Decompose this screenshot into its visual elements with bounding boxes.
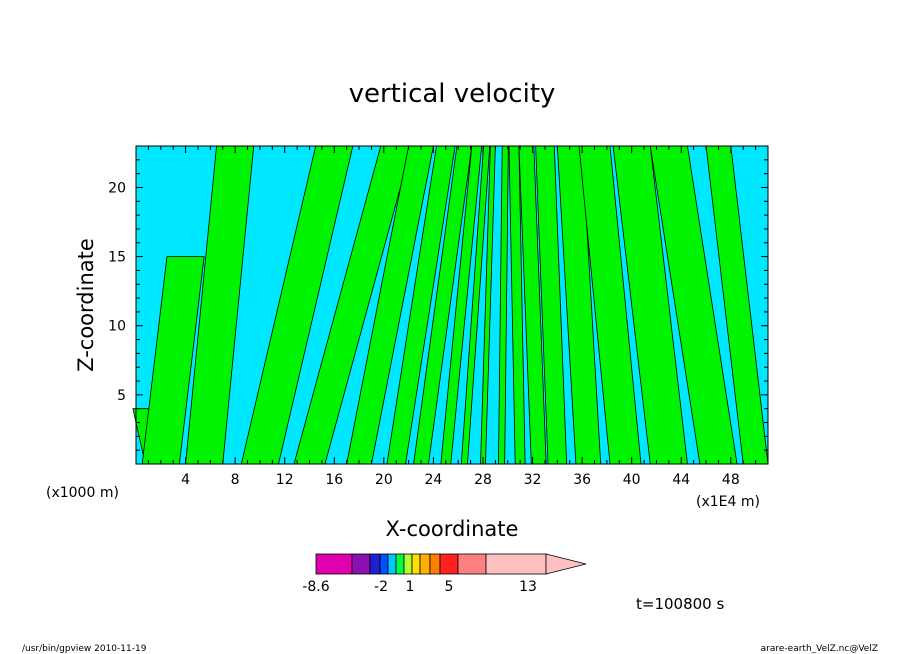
colorbar-segment [439, 553, 459, 575]
x-tick-label: 44 [672, 472, 690, 488]
colorbar-labels: -8.6 -2 1 5 13 [302, 579, 537, 595]
colorbar-extend-arrow [545, 553, 587, 575]
x-tick-label: 40 [623, 472, 641, 488]
colorbar-segment [379, 553, 389, 575]
colorbar-tick-label: -2 [374, 579, 388, 595]
colorbar-tick-label: 5 [445, 579, 454, 595]
x-tick-label: 8 [231, 472, 240, 488]
x-unit-left: (x1000 m) [46, 485, 119, 501]
colorbar-segment [457, 553, 487, 575]
colorbar-segment [485, 553, 547, 575]
colorbar-tick-label: 13 [519, 579, 537, 595]
colorbar-segment [369, 553, 381, 575]
y-tick-label: 20 [108, 180, 126, 196]
y-tick-label: 5 [117, 388, 126, 404]
colorbar-tick-label: -8.6 [302, 579, 329, 595]
x-axis-label: X-coordinate [386, 517, 519, 541]
y-tick-label: 10 [108, 319, 126, 335]
y-tick-label: 15 [108, 250, 126, 266]
x-ticks: 4 8 12 16 20 24 28 32 36 40 44 48 [147, 146, 757, 488]
x-tick-label: 32 [524, 472, 542, 488]
footer-left: /usr/bin/gpview 2010-11-19 [22, 644, 147, 654]
colorbar-segment [387, 553, 397, 575]
x-tick-label: 4 [181, 472, 190, 488]
colorbar-segment [403, 553, 413, 575]
x-tick-label: 20 [375, 472, 393, 488]
x-unit-right: (x1E4 m) [696, 494, 760, 510]
x-tick-label: 36 [573, 472, 591, 488]
colorbar-segment [411, 553, 421, 575]
time-label: t=100800 s [636, 595, 724, 613]
colorbar-segment [351, 553, 371, 575]
x-tick-label: 16 [325, 472, 343, 488]
x-tick-label: 12 [276, 472, 294, 488]
colorbar [315, 553, 587, 575]
colorbar-segment [395, 553, 405, 575]
colorbar-segment [429, 553, 441, 575]
y-axis-label: Z-coordinate [74, 238, 98, 372]
chart-title: vertical velocity [349, 79, 556, 109]
y-ticks: 5 10 15 20 [108, 159, 768, 451]
footer-right: arare-earth_VelZ.nc@VelZ [761, 644, 878, 654]
x-tick-label: 28 [474, 472, 492, 488]
colorbar-segment [419, 553, 431, 575]
plot-frame [135, 145, 769, 465]
x-tick-label: 48 [722, 472, 740, 488]
x-tick-label: 24 [424, 472, 442, 488]
colorbar-tick-label: 1 [406, 579, 415, 595]
colorbar-segment [315, 553, 353, 575]
